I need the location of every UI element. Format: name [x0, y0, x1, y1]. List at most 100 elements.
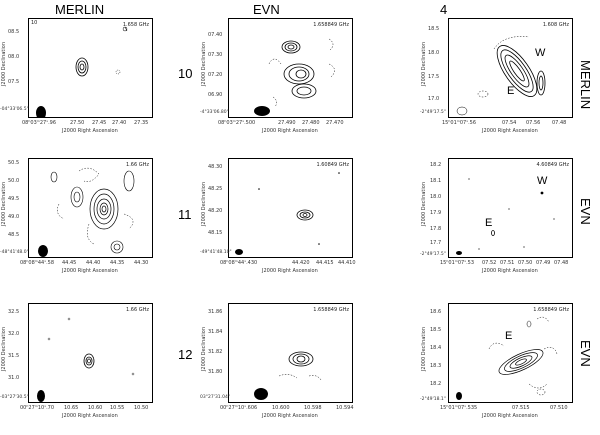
panel-row11-evn: 1.60849 GHz 48.30 48.25 48.20 48.15 -49°…: [200, 152, 360, 277]
frequency-label: 1.60849 GHz: [316, 162, 349, 168]
y-tick: 48.5: [8, 232, 20, 238]
y-tick: 48.25: [208, 186, 223, 192]
x-tick: 07.52: [482, 260, 497, 266]
x-tick: 27.490: [278, 120, 296, 126]
y-tick: 17.0: [428, 96, 440, 102]
y-axis-label: J2000 Declination: [421, 182, 427, 227]
frequency-label: 4.60849 GHz: [536, 162, 569, 168]
x-tick: 27.50: [70, 120, 85, 126]
y-tick: 18.3: [430, 363, 442, 369]
y-axis-label: J2000 Declination: [201, 42, 207, 87]
y-tick: -48°41'48.0": [0, 250, 29, 255]
frequency-label: 1.66 GHz: [126, 162, 149, 168]
y-tick: 48.30: [208, 164, 223, 170]
y-tick: 18.2: [430, 381, 442, 387]
contour-map: [456, 178, 555, 255]
contour-map: [254, 351, 322, 400]
x-tick: 15ʰ01ᵐ07ˢ.56: [442, 120, 477, 126]
y-tick: 17.5: [428, 74, 440, 80]
x-tick: 07.515: [512, 405, 530, 411]
y-tick: 07.20: [208, 72, 223, 78]
y-tick: 06.90: [208, 92, 223, 98]
contour-map: [36, 26, 128, 117]
column-header-4: 4: [440, 2, 448, 17]
corner-label: 10: [31, 20, 38, 26]
panel-row12-merlin: 1.66 GHz 32.5 32.0 31.5 31.0 -03°27'30.5…: [0, 297, 160, 422]
y-tick: 49.5: [8, 196, 20, 202]
contour-map: [254, 38, 335, 116]
y-tick: 07.30: [208, 52, 223, 58]
y-tick: 48.15: [208, 230, 223, 236]
x-tick: 10.598: [304, 405, 322, 411]
x-tick: 44.35: [110, 260, 125, 266]
x-tick: 08ʰ08ᵐ44ˢ.58: [20, 260, 55, 266]
x-tick: 08ʰ08ᵐ44ˢ.430: [220, 260, 258, 266]
x-tick: 07.56: [526, 120, 541, 126]
y-tick: 08.5: [8, 29, 20, 35]
y-tick: -4°33'06.80": [200, 110, 229, 115]
x-tick: 27.40: [112, 120, 127, 126]
row-number-11: 11: [178, 207, 192, 222]
plot-frame: 1.66 GHz: [28, 303, 153, 403]
plot-frame: 1.608 GHz W E: [448, 18, 573, 118]
x-tick: 15ʰ01ᵐ07ˢ.535: [440, 405, 478, 411]
x-tick: 44.45: [62, 260, 77, 266]
x-tick: 00ʰ27ᵐ10ˢ.70: [20, 405, 55, 411]
y-tick: 31.84: [208, 329, 223, 335]
y-tick: 31.86: [208, 309, 223, 315]
x-tick: 10.600: [272, 405, 290, 411]
panel-row12-col4: 1.658849 GHz E 18.6 18.5 18.4 18.3 18.2 …: [420, 297, 580, 422]
x-tick: 07.49: [536, 260, 551, 266]
x-tick: 08ʰ03ᵐ27ˢ.96: [22, 120, 57, 126]
x-axis-label: J2000 Right Ascension: [62, 268, 118, 274]
contour-map: [456, 316, 558, 400]
y-tick: 18.0: [428, 50, 440, 56]
y-tick: 17.8: [430, 226, 442, 232]
x-axis-label: J2000 Right Ascension: [262, 413, 318, 419]
row-number-12: 12: [178, 347, 193, 362]
column-header-evn: EVN: [253, 2, 280, 17]
y-tick: 48.20: [208, 208, 223, 214]
y-tick: 18.4: [430, 345, 442, 351]
x-axis-label: J2000 Right Ascension: [262, 128, 318, 134]
y-tick: -03°27'30.5": [0, 395, 29, 400]
y-tick: 49.0: [8, 214, 20, 220]
y-tick: -2°49'18.1": [420, 397, 446, 402]
y-tick: 18.5: [430, 327, 442, 333]
x-tick: 07.50: [518, 260, 533, 266]
y-tick: 50.5: [8, 160, 20, 166]
x-axis-label: J2000 Right Ascension: [482, 128, 538, 134]
x-tick: 07.54: [502, 120, 517, 126]
y-axis-label: J2000 Declination: [201, 182, 207, 227]
panel-row12-evn: 1.658849 GHz 31.86 31.84 31.82 31.80 03°…: [200, 297, 360, 422]
contour-map: [456, 36, 546, 116]
component-label-w: W: [537, 175, 548, 187]
x-tick: 44.30: [134, 260, 149, 266]
y-axis-label: J2000 Declination: [421, 327, 427, 372]
y-tick: 31.82: [208, 349, 223, 355]
component-label-e: E: [485, 217, 493, 229]
x-tick: 44.420: [292, 260, 310, 266]
x-tick: 27.480: [302, 120, 320, 126]
y-tick: 18.2: [430, 162, 442, 168]
row-number-10: 10: [178, 66, 193, 81]
x-axis-label: J2000 Right Ascension: [482, 268, 538, 274]
x-tick: 10.55: [110, 405, 125, 411]
x-tick: 00ʰ27ᵐ10ˢ.606: [220, 405, 258, 411]
plot-frame: 1.66 GHz: [28, 158, 153, 258]
x-tick: 27.470: [326, 120, 344, 126]
component-label-e: E: [507, 85, 515, 97]
y-axis-label: J2000 Declination: [201, 327, 207, 372]
x-axis-label: J2000 Right Ascension: [482, 413, 538, 419]
frequency-label: 1.608 GHz: [542, 22, 569, 28]
y-tick: 18.0: [430, 194, 442, 200]
side-label-evn-1: EVN: [578, 198, 593, 225]
frequency-label: 1.658849 GHz: [313, 22, 349, 28]
x-tick: 08ʰ03ᵐ27ˢ.500: [218, 120, 256, 126]
x-tick: 44.410: [338, 260, 356, 266]
y-tick: 08.0: [8, 54, 20, 60]
y-tick: 32.5: [8, 309, 20, 315]
x-tick: 07.48: [552, 120, 567, 126]
x-tick: 10.60: [88, 405, 103, 411]
y-tick: 03°27'31.04": [200, 395, 230, 400]
